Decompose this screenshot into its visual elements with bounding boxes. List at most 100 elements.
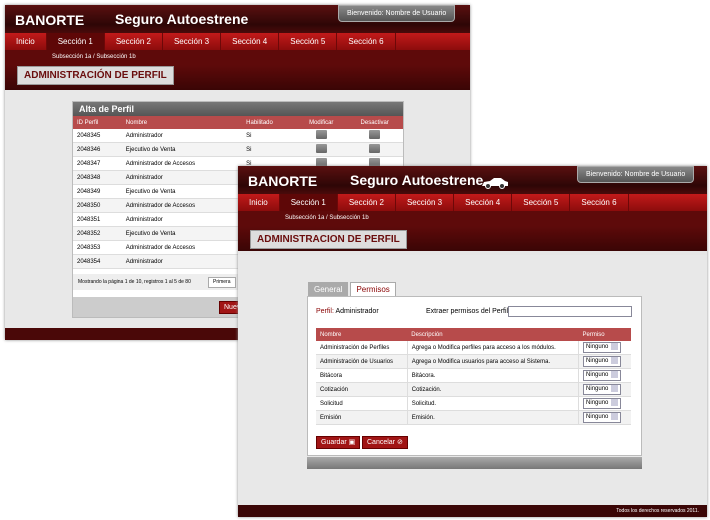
nav-item[interactable]: Sección 5	[512, 194, 571, 211]
cell: Ejecutivo de Venta	[121, 184, 243, 199]
tab[interactable]: Permisos	[350, 282, 396, 296]
cell: 2048351	[73, 212, 122, 227]
cell: Ninguno	[578, 396, 631, 411]
cell: 2048352	[73, 226, 122, 241]
column-header: Permiso	[578, 328, 631, 341]
nav-bar: Inicio Sección 1 Sección 2 Sección 3 Sección…	[238, 194, 707, 211]
permission-select[interactable]: Ninguno	[583, 383, 622, 396]
nav-item[interactable]: Sección 3	[163, 33, 222, 50]
column-header: Descripción	[407, 328, 579, 341]
column-header: Nombre	[121, 116, 243, 129]
user-badge[interactable]: Bienvenido: Nombre de Usuario	[338, 5, 456, 22]
breadcrumb[interactable]: Subsección 1a / Subsección 1b	[238, 211, 707, 226]
nav-item[interactable]: Sección 5	[279, 33, 338, 50]
cell: Ejecutivo de Venta	[121, 142, 243, 157]
select-value: Ninguno	[586, 344, 609, 351]
permissions-table: Nombre Descripción Permiso Administración d…	[316, 328, 631, 425]
table-row: Emisión Emisión. Ninguno	[316, 410, 631, 425]
column-header: Modificar	[296, 116, 347, 129]
nav-item[interactable]: Sección 1	[279, 194, 338, 211]
first-button[interactable]: Primera	[208, 277, 236, 288]
cancel-button[interactable]: Cancelar ⊘	[362, 436, 408, 449]
cell: Cotización	[316, 382, 408, 397]
nav-bar: Inicio Sección 1 Sección 2 Sección 3 Sección…	[5, 33, 470, 50]
select-arrow	[611, 412, 619, 420]
nav-item[interactable]: Sección 2	[338, 194, 396, 211]
page-title: ADMINISTRACION DE PERFIL	[250, 230, 407, 249]
cell: Administrador	[121, 254, 243, 269]
nav-item[interactable]: Inicio	[238, 194, 280, 211]
cancel-label: Cancelar	[367, 439, 396, 446]
table-row: Administración de Usuarios Agrega o Modif…	[316, 354, 631, 369]
back-window: BANORTE Seguro Autoestrene Bienvenido: N…	[5, 5, 470, 340]
deactivate-icon[interactable]	[369, 158, 381, 167]
cell: Administrador de Accesos	[121, 156, 243, 171]
nav-item[interactable]: Sección 4	[454, 194, 513, 211]
cell: Si	[242, 142, 297, 157]
cell: 2048349	[73, 184, 122, 199]
cell: 2048353	[73, 240, 122, 255]
product-name: Seguro Autoestrene	[115, 11, 249, 27]
cell: Solicitud	[316, 396, 408, 411]
deactivate-icon[interactable]	[369, 130, 381, 139]
nav-item[interactable]: Inicio	[5, 33, 47, 50]
select-value: Ninguno	[586, 400, 609, 407]
cell: 2048346	[73, 142, 122, 157]
table-row: Bitácora Bitácora. Ninguno	[316, 368, 631, 383]
cell	[346, 142, 403, 157]
cell: 2048345	[73, 129, 122, 143]
column-header: Habilitado	[242, 116, 297, 129]
cell: Bitácora.	[407, 368, 580, 383]
cell	[296, 129, 347, 143]
permission-select[interactable]: Ninguno	[583, 369, 622, 382]
nav-item[interactable]: Sección 6	[570, 194, 629, 211]
cell: 2048348	[73, 170, 122, 185]
panel-title: Alta de Perfil	[73, 102, 403, 116]
breadcrumb[interactable]: Subsección 1a / Subsección 1b	[5, 50, 470, 65]
cell: Ejecutivo de Venta	[121, 226, 243, 241]
select-arrow	[611, 398, 619, 406]
nav-item[interactable]: Sección 1	[46, 33, 105, 50]
cell	[296, 142, 347, 157]
user-badge[interactable]: Bienvenido: Nombre de Usuario	[577, 166, 695, 183]
select-arrow	[611, 384, 619, 392]
select-value: Ninguno	[586, 386, 609, 393]
permission-select[interactable]: Ninguno	[583, 355, 622, 368]
edit-icon[interactable]	[315, 130, 327, 139]
nav-item[interactable]: Sección 3	[396, 194, 455, 211]
cell: 2048347	[73, 156, 122, 171]
header-row: Nombre Descripción Permiso	[316, 328, 631, 341]
nav-item[interactable]: Sección 6	[337, 33, 396, 50]
edit-icon[interactable]	[315, 144, 327, 153]
save-button[interactable]: Guardar ▣	[316, 436, 361, 449]
save-label: Guardar	[321, 439, 347, 446]
table-row: 2048346 Ejecutivo de Venta Si	[73, 142, 403, 157]
table-row: Cotización Cotización. Ninguno	[316, 382, 631, 397]
cell: 2048354	[73, 254, 122, 269]
cell: Administración de Usuarios	[316, 354, 408, 369]
front-window: BANORTE Seguro Autoestrene Bienvenido: N…	[238, 166, 707, 517]
table-row: Solicitud Solicitud. Ninguno	[316, 396, 631, 411]
select-arrow	[611, 356, 619, 364]
panel: Perfil: Administrador Extraer permisos d…	[307, 296, 642, 456]
cell	[346, 129, 403, 143]
table-row: Administración de Perfiles Agrega o Modif…	[316, 341, 631, 355]
permission-select[interactable]: Ninguno	[583, 411, 622, 424]
footer: Todos los derechos reservados 2011.	[238, 505, 707, 517]
select-value: Ninguno	[586, 358, 609, 365]
extract-select[interactable]	[508, 306, 632, 317]
cell: Si	[242, 129, 297, 143]
cell: Administrador de Accesos	[121, 198, 243, 213]
edit-icon[interactable]	[315, 158, 327, 167]
permission-select[interactable]: Ninguno	[583, 397, 622, 410]
deactivate-icon[interactable]	[369, 144, 381, 153]
cell: Agrega o Modifica usuarios para acceso a…	[407, 354, 580, 369]
cell: Bitácora	[316, 368, 408, 383]
tab[interactable]: General	[308, 282, 349, 296]
nav-item[interactable]: Sección 4	[221, 33, 280, 50]
permission-select[interactable]: Ninguno	[583, 341, 622, 354]
profile-value: Administrador	[335, 308, 379, 315]
select-value: Ninguno	[586, 414, 609, 421]
nav-item[interactable]: Sección 2	[105, 33, 163, 50]
